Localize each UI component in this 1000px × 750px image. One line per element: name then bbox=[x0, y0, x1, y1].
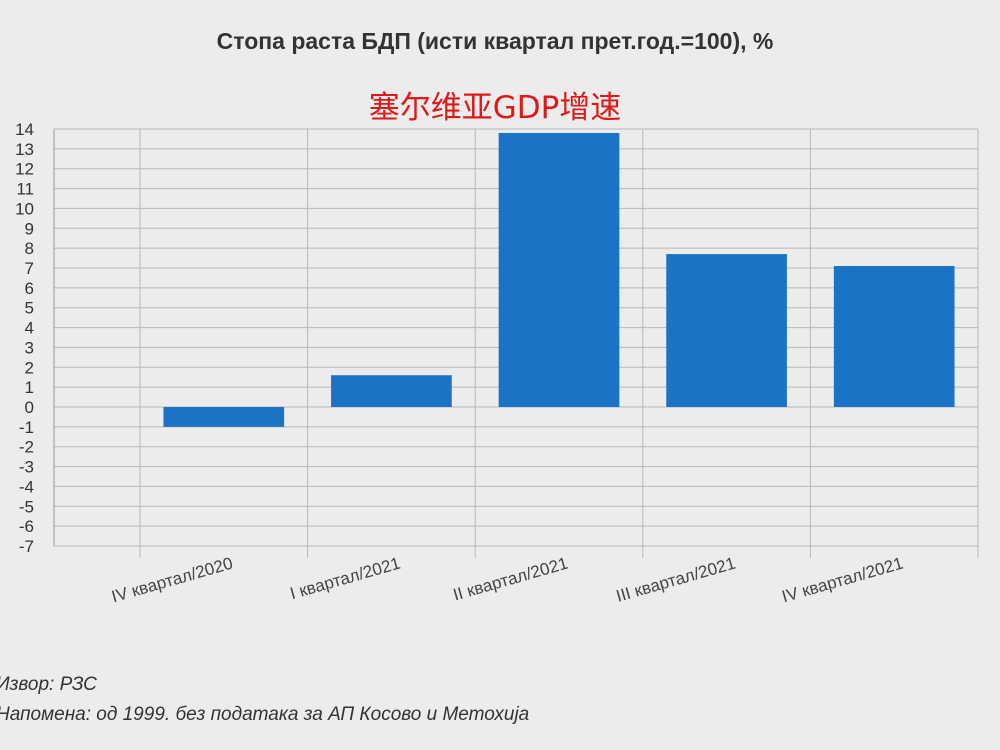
x-category-label: I квартал/2021 bbox=[288, 554, 403, 604]
y-tick-label: 5 bbox=[25, 299, 34, 318]
y-tick-label: 7 bbox=[25, 259, 34, 278]
y-tick-label: 10 bbox=[15, 199, 34, 218]
bar bbox=[833, 266, 955, 407]
x-category-label: IV квартал/2021 bbox=[780, 554, 905, 607]
y-tick-label: 9 bbox=[25, 219, 34, 238]
y-tick-label: 12 bbox=[15, 160, 34, 179]
x-category-label: III квартал/2021 bbox=[614, 554, 738, 606]
chart-subtitle: 塞尔维亚GDP增速 bbox=[368, 90, 622, 126]
chart-title: Стопа раста БДП (исти квартал прет.год.=… bbox=[216, 28, 774, 54]
footnote: Напомена: од 1999. без података за АП Ко… bbox=[0, 704, 530, 725]
y-tick-label: 2 bbox=[25, 358, 34, 377]
bar bbox=[163, 407, 285, 427]
y-tick-label: 1 bbox=[25, 378, 34, 397]
y-tick-label: -4 bbox=[19, 477, 34, 496]
x-category-label: IV квартал/2020 bbox=[109, 554, 234, 607]
y-tick-label: 0 bbox=[25, 398, 34, 417]
bar bbox=[331, 375, 452, 407]
y-tick-label: 4 bbox=[25, 319, 34, 338]
y-tick-label: -3 bbox=[19, 458, 34, 477]
y-tick-label: 6 bbox=[25, 279, 34, 298]
y-tick-label: 3 bbox=[25, 338, 34, 357]
y-tick-label: -1 bbox=[19, 418, 34, 437]
x-category-label: II квартал/2021 bbox=[451, 554, 570, 605]
bar bbox=[498, 132, 620, 407]
source-note: Извор: РЗС bbox=[0, 674, 97, 695]
y-tick-label: -2 bbox=[19, 438, 34, 457]
y-tick-label: -6 bbox=[19, 517, 34, 536]
y-tick-label: 8 bbox=[25, 239, 34, 258]
y-tick-label: 14 bbox=[15, 120, 34, 139]
bar bbox=[666, 254, 787, 407]
y-tick-label: -5 bbox=[19, 497, 34, 516]
y-tick-label: -7 bbox=[19, 537, 34, 556]
y-tick-label: 13 bbox=[15, 140, 34, 159]
y-tick-label: 11 bbox=[16, 180, 34, 199]
